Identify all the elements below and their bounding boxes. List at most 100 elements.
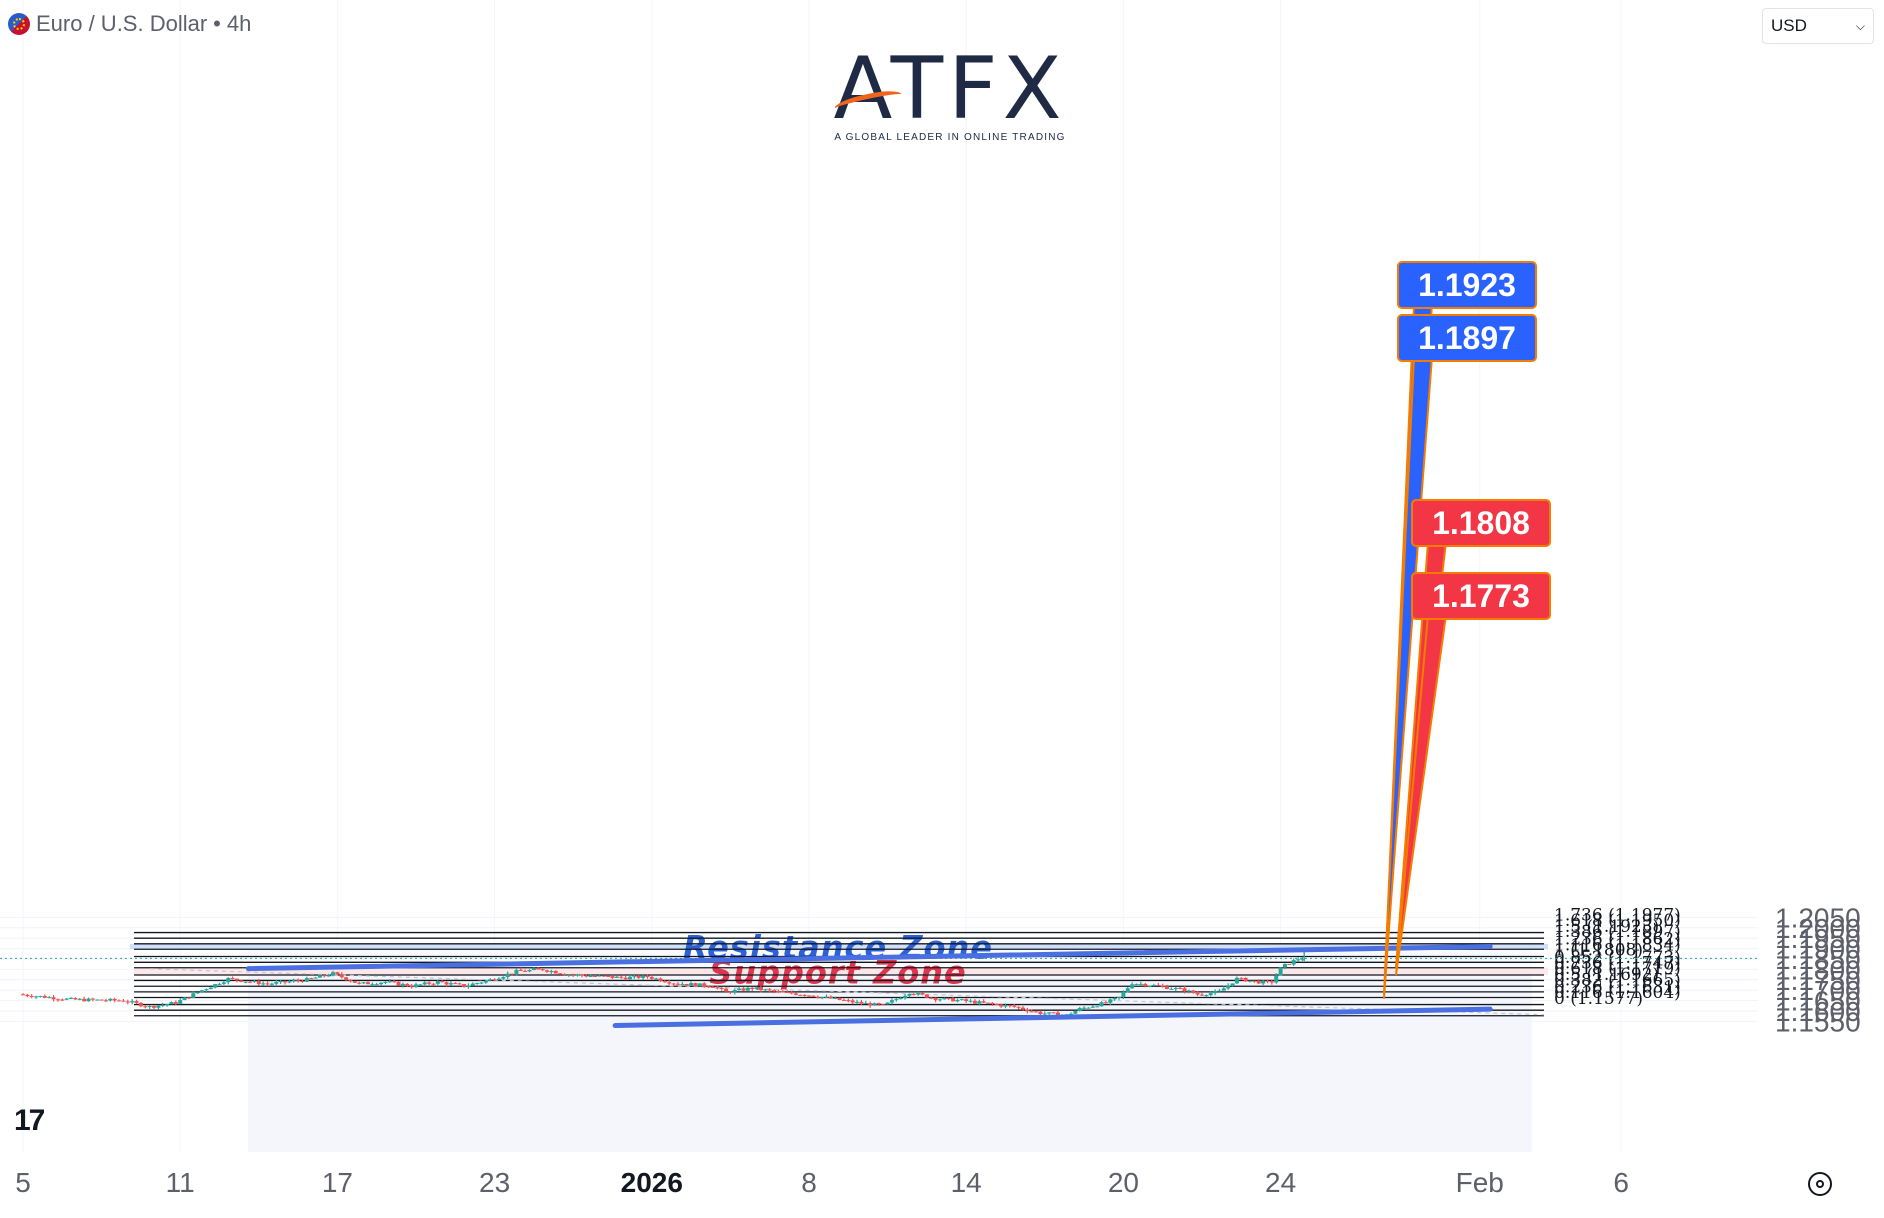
candle-up bbox=[1090, 1006, 1095, 1008]
candle-up bbox=[1173, 988, 1178, 990]
candle-up bbox=[291, 980, 296, 982]
candle-up bbox=[955, 999, 960, 1002]
candle-up bbox=[588, 976, 593, 978]
candle-down bbox=[1029, 1011, 1034, 1013]
candle-down bbox=[584, 975, 589, 977]
candle-up bbox=[763, 989, 768, 991]
candle-up bbox=[641, 975, 646, 978]
candle-up bbox=[77, 998, 82, 1000]
x-axis-tick-label: Feb bbox=[1456, 1167, 1504, 1198]
y-axis-tick-label: 1.1550 bbox=[1775, 1006, 1861, 1037]
candle-down bbox=[173, 1002, 178, 1004]
candle-down bbox=[1025, 1009, 1030, 1012]
candle-down bbox=[1195, 993, 1200, 995]
candle-down bbox=[636, 975, 641, 978]
x-axis-tick-label: 17 bbox=[322, 1167, 353, 1198]
candle-up bbox=[575, 974, 580, 976]
candle-up bbox=[414, 984, 418, 988]
candle-up bbox=[204, 989, 209, 991]
candle-down bbox=[42, 996, 47, 998]
candle-up bbox=[400, 983, 405, 986]
price-tag-label: 1.1773 bbox=[1432, 578, 1530, 614]
candle-down bbox=[702, 983, 707, 987]
candle-up bbox=[514, 969, 519, 974]
fib-level-label: 0.5 (1.1692) bbox=[1554, 965, 1659, 985]
candle-up bbox=[1217, 990, 1222, 992]
candle-down bbox=[121, 1000, 126, 1002]
candle-up bbox=[269, 983, 274, 985]
candle-down bbox=[811, 995, 816, 997]
candle-up bbox=[191, 993, 196, 998]
candle-up bbox=[217, 983, 222, 985]
candle-down bbox=[741, 988, 746, 991]
candle-down bbox=[758, 987, 763, 991]
symbol-header[interactable]: Euro / U.S. Dollar • 4h bbox=[8, 10, 251, 38]
y-axis-tick-label: 1.1900 bbox=[1775, 934, 1861, 965]
candle-down bbox=[99, 999, 104, 1001]
gear-icon[interactable] bbox=[1808, 1172, 1832, 1196]
candle-down bbox=[405, 983, 410, 987]
candle-down bbox=[558, 973, 563, 975]
candle-down bbox=[112, 998, 117, 1001]
fib-level-label: 1.618 (1.1950) bbox=[1554, 911, 1681, 931]
y-axis-tick-label: 1.1700 bbox=[1775, 975, 1861, 1006]
candle-up bbox=[130, 1001, 135, 1003]
candle-down bbox=[55, 999, 60, 1001]
candle-down bbox=[789, 992, 794, 994]
candle-down bbox=[933, 997, 938, 1001]
price-tag-box bbox=[1397, 261, 1537, 309]
candle-down bbox=[1034, 1011, 1039, 1013]
candle-down bbox=[671, 983, 676, 985]
candle-up bbox=[863, 1003, 868, 1005]
candle-down bbox=[767, 989, 772, 991]
candle-up bbox=[1226, 985, 1231, 989]
candle-down bbox=[300, 980, 305, 982]
candle-down bbox=[1252, 980, 1257, 982]
price-tag-box bbox=[1411, 499, 1551, 547]
currency-selector[interactable]: USD ⌵ bbox=[1762, 8, 1874, 44]
candle-down bbox=[798, 994, 803, 996]
candle-down bbox=[986, 1002, 991, 1004]
diagonal-guide bbox=[149, 968, 1545, 1016]
candle-down bbox=[929, 997, 934, 999]
candle-down bbox=[579, 974, 584, 976]
candle-up bbox=[221, 982, 226, 984]
candle-up bbox=[1069, 1013, 1073, 1015]
candle-up bbox=[165, 1004, 170, 1006]
candle-up bbox=[1151, 985, 1156, 987]
candle-down bbox=[610, 976, 615, 978]
x-axis-tick-label: 23 bbox=[479, 1167, 510, 1198]
candle-down bbox=[457, 983, 462, 985]
upper-channel-trendline bbox=[245, 944, 1493, 972]
candle-up bbox=[680, 983, 685, 985]
support-zone bbox=[134, 967, 1548, 976]
header-separator: • bbox=[213, 11, 221, 36]
candle-up bbox=[317, 975, 322, 978]
candle-down bbox=[724, 988, 729, 992]
candle-down bbox=[719, 987, 724, 989]
fib-level-label: 1.386 (1.1897) bbox=[1554, 922, 1681, 942]
x-axis-tick-label: 8 bbox=[801, 1167, 817, 1198]
x-axis-tick-label: 20 bbox=[1108, 1167, 1139, 1198]
candle-down bbox=[283, 980, 287, 983]
candle-down bbox=[815, 996, 820, 998]
candle-up bbox=[745, 987, 750, 991]
candle-down bbox=[523, 970, 528, 972]
candle-up bbox=[754, 987, 759, 989]
candle-up bbox=[1147, 985, 1152, 987]
candle-down bbox=[728, 991, 733, 993]
candle-down bbox=[1256, 980, 1261, 984]
candle-down bbox=[186, 997, 191, 999]
lower-channel-trendline bbox=[612, 1006, 1493, 1029]
candle-up bbox=[1042, 1013, 1047, 1015]
candle-up bbox=[737, 988, 742, 991]
tradingview-logo-icon[interactable]: 17 bbox=[14, 1104, 45, 1137]
candle-down bbox=[29, 996, 34, 998]
candle-down bbox=[623, 977, 628, 980]
x-axis-tick-label: 2026 bbox=[621, 1167, 683, 1198]
candle-up bbox=[820, 997, 825, 999]
candle-up bbox=[160, 1004, 165, 1006]
candle-up bbox=[732, 990, 737, 993]
candle-up bbox=[69, 997, 74, 999]
